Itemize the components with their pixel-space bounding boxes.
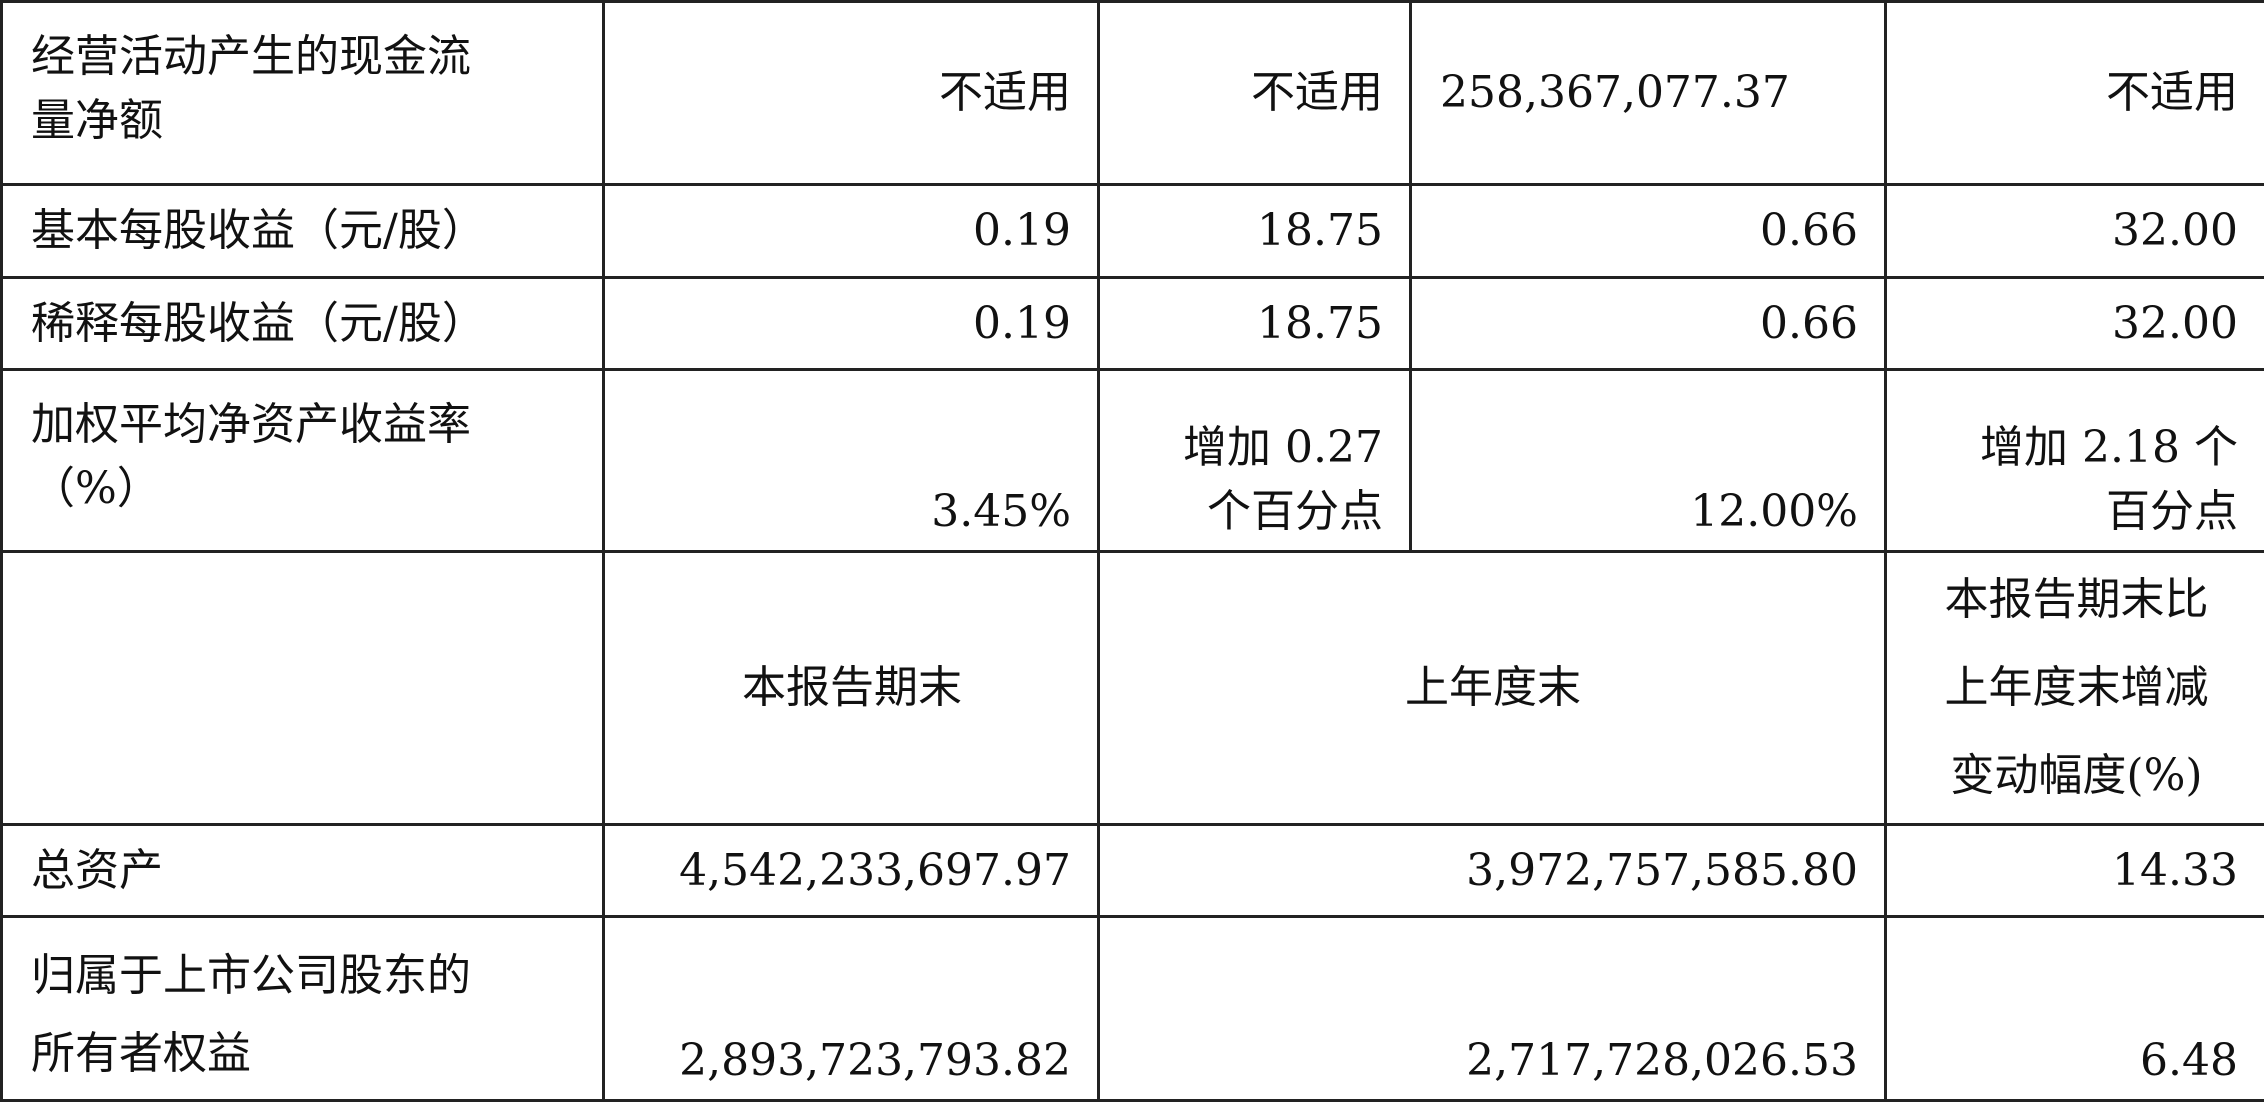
cell: 增加 2.18 个 百分点 [1886, 370, 2264, 552]
cell: 12.00% [1411, 370, 1886, 552]
header-line: 上年度末增减 [1915, 644, 2238, 732]
balance-header-row: 本报告期末 上年度末 本报告期末比 上年度末增减 变动幅度(%) [2, 552, 2264, 825]
row-label-roe: 加权平均净资产收益率 （%） [2, 370, 604, 552]
header-change: 本报告期末比 上年度末增减 变动幅度(%) [1886, 552, 2264, 825]
row-label-equity: 归属于上市公司股东的 所有者权益 [2, 917, 604, 1101]
cell: 0.19 [604, 278, 1099, 370]
cell: 不适用 [604, 2, 1099, 185]
row-label-diluted-eps: 稀释每股收益（元/股） [2, 278, 604, 370]
cell: 18.75 [1099, 185, 1411, 278]
cell: 4,542,233,697.97 [604, 825, 1099, 917]
label-line: （%） [31, 457, 576, 521]
cell: 不适用 [1886, 2, 2264, 185]
cell-line: 个百分点 [1128, 480, 1383, 544]
label-line: 加权平均净资产收益率 [31, 393, 576, 457]
header-line: 本报告期末比 [1915, 556, 2238, 644]
cell: 258,367,077.37 [1411, 2, 1886, 185]
row-label-total-assets: 总资产 [2, 825, 604, 917]
cell: 3.45% [604, 370, 1099, 552]
cell: 14.33 [1886, 825, 2264, 917]
cell: 32.00 [1886, 185, 2264, 278]
cell: 3,972,757,585.80 [1099, 825, 1886, 917]
cell-line: 增加 2.18 个 [1915, 416, 2238, 480]
label-line: 量净额 [31, 89, 576, 153]
cell: 0.19 [604, 185, 1099, 278]
table-row: 归属于上市公司股东的 所有者权益 2,893,723,793.82 2,717,… [2, 917, 2264, 1101]
row-label-basic-eps: 基本每股收益（元/股） [2, 185, 604, 278]
empty-cell [2, 552, 604, 825]
header-line: 变动幅度(%) [1915, 732, 2238, 820]
cell: 32.00 [1886, 278, 2264, 370]
row-label-cash-flow: 经营活动产生的现金流 量净额 [2, 2, 604, 185]
label-line: 经营活动产生的现金流 [31, 25, 576, 89]
cell: 0.66 [1411, 278, 1886, 370]
table-row: 稀释每股收益（元/股） 0.19 18.75 0.66 32.00 [2, 278, 2264, 370]
table-row: 经营活动产生的现金流 量净额 不适用 不适用 258,367,077.37 不适… [2, 2, 2264, 185]
header-current-period-end: 本报告期末 [604, 552, 1099, 825]
cell: 2,717,728,026.53 [1099, 917, 1886, 1101]
label-line: 所有者权益 [31, 1015, 576, 1093]
table-row: 加权平均净资产收益率 （%） 3.45% 增加 0.27 个百分点 12.00%… [2, 370, 2264, 552]
cell: 18.75 [1099, 278, 1411, 370]
cell: 不适用 [1099, 2, 1411, 185]
label-line: 归属于上市公司股东的 [31, 937, 576, 1015]
cell-line: 百分点 [1915, 480, 2238, 544]
table-row: 总资产 4,542,233,697.97 3,972,757,585.80 14… [2, 825, 2264, 917]
cell: 增加 0.27 个百分点 [1099, 370, 1411, 552]
table-row: 基本每股收益（元/股） 0.19 18.75 0.66 32.00 [2, 185, 2264, 278]
cell: 6.48 [1886, 917, 2264, 1101]
header-prior-year-end: 上年度末 [1099, 552, 1886, 825]
cell: 2,893,723,793.82 [604, 917, 1099, 1101]
cell: 0.66 [1411, 185, 1886, 278]
cell-line: 增加 0.27 [1128, 416, 1383, 480]
